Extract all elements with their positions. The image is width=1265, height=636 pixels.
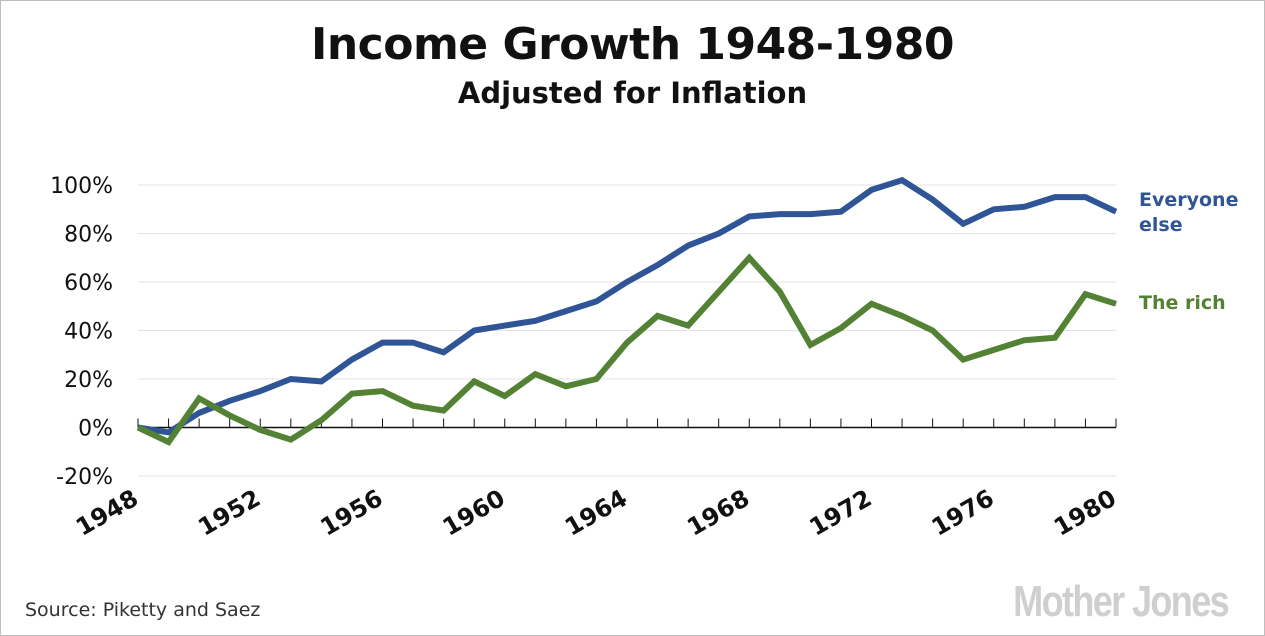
series-lines: [136, 176, 1118, 446]
chart-title: Income Growth 1948-1980: [310, 19, 955, 70]
series-line-everyone-else: [137, 176, 1118, 436]
x-tick-label: 1948: [71, 484, 143, 542]
y-tick-label: -20%: [56, 465, 113, 490]
y-tick-label: 0%: [78, 417, 113, 442]
x-tick-label: 1968: [682, 484, 754, 542]
x-tick-label: 1972: [805, 484, 877, 542]
y-tick-label: 80%: [64, 223, 113, 248]
legend-label-line: else: [1139, 214, 1183, 236]
legend-label-the-rich: The rich: [1139, 292, 1226, 314]
y-tick-label: 100%: [50, 174, 113, 199]
gridlines: [138, 184, 1116, 477]
source-note: Source: Piketty and Saez: [25, 599, 261, 621]
legend-label-line: The rich: [1139, 292, 1226, 314]
y-tick-labels: -20% 0% 20% 40% 60% 80% 100%: [50, 174, 113, 490]
y-tick-label: 40%: [64, 320, 113, 345]
x-tick-label: 1976: [927, 484, 999, 542]
y-tick-label: 20%: [64, 368, 113, 393]
legend: Everyone else The rich: [1139, 189, 1238, 314]
y-tick-label: 60%: [64, 271, 113, 296]
legend-label-line: Everyone: [1139, 189, 1238, 211]
legend-label-everyone-else: Everyone else: [1139, 189, 1238, 236]
mother-jones-logo: Mother Jones: [1013, 577, 1230, 626]
x-tick-label: 1960: [438, 484, 510, 542]
x-tick-label: 1980: [1049, 484, 1121, 542]
x-tick-label: 1964: [560, 484, 632, 542]
x-tick-label: 1956: [316, 484, 388, 542]
x-tick-labels: 1948 1952 1956 1960 1964 1968 1972 1976 1980: [71, 484, 1121, 542]
x-tick-label: 1952: [193, 484, 265, 542]
chart-subtitle: Adjusted for Inflation: [457, 76, 808, 110]
series-line-the-rich: [136, 253, 1117, 446]
axes: [137, 418, 1117, 429]
